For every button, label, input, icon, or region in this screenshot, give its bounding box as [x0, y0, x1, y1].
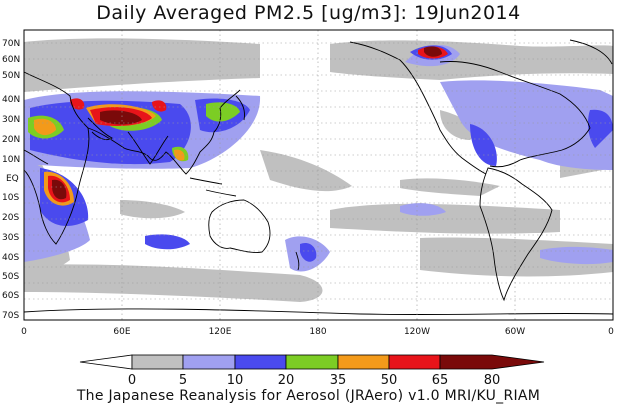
colorbar-swatch	[235, 355, 286, 369]
lon-label: 120E	[209, 327, 232, 337]
lat-label: 60S	[2, 291, 19, 301]
lon-label: 120W	[404, 327, 430, 337]
lon-label: 0	[21, 327, 27, 337]
lat-label: 50S	[2, 272, 19, 282]
colorbar-tick: 65	[432, 373, 449, 388]
colorbar-swatch	[183, 355, 235, 369]
lat-label: 40N	[2, 95, 20, 105]
lat-label: 70S	[2, 311, 19, 321]
colorbar-swatch	[389, 355, 440, 369]
lat-label: 70N	[2, 39, 20, 49]
lon-label: 60E	[113, 327, 130, 337]
credit-line: The Japanese Reanalysis for Aerosol (JRA…	[0, 388, 617, 404]
colorbar-swatch	[80, 355, 132, 369]
lat-label: 30S	[2, 233, 19, 243]
colorbar-tick: 20	[278, 373, 295, 388]
lat-label: EQ	[6, 174, 19, 184]
lat-label: 40S	[2, 253, 19, 263]
lat-label: 50N	[2, 71, 20, 81]
colorbar-tick: 0	[128, 373, 136, 388]
lat-label: 10S	[2, 193, 19, 203]
lat-label: 10N	[2, 155, 20, 165]
colorbar-swatch	[132, 355, 183, 369]
colorbar-swatch	[440, 355, 544, 369]
lon-label: 60W	[505, 327, 525, 337]
colorbar-tick: 50	[381, 373, 398, 388]
colorbar: 0 5 10 20 35 50 65 80	[80, 355, 544, 388]
colorbar-tick: 35	[330, 373, 347, 388]
lon-label: 180	[309, 327, 326, 337]
lat-label: 20S	[2, 213, 19, 223]
colorbar-tick: 5	[179, 373, 187, 388]
colorbar-swatch	[286, 355, 338, 369]
colorbar-tick: 80	[484, 373, 501, 388]
colorbar-tick: 10	[227, 373, 244, 388]
lon-axis: 0 60E 120E 180 120W 60W 0	[21, 327, 614, 337]
colorbar-swatch	[338, 355, 389, 369]
lat-label: 30N	[2, 115, 20, 125]
lon-label: 0	[608, 327, 614, 337]
lat-label: 20N	[2, 135, 20, 145]
lat-axis: 70N 60N 50N 40N 30N 20N 10N EQ 10S 20S 3…	[2, 39, 20, 321]
lat-label: 60N	[2, 55, 20, 65]
